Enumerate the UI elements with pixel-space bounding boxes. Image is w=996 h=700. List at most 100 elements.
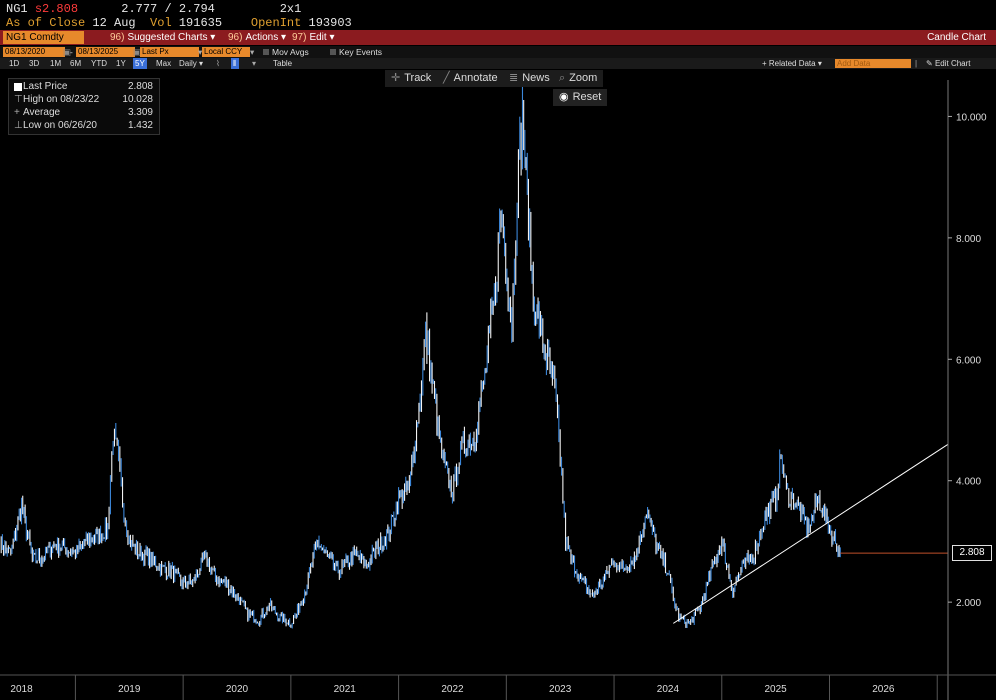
add-data-input[interactable]: Add Data [835,59,911,68]
period-1m[interactable]: 1M [50,59,62,68]
toolbar: NG1 Comdty 96) Suggested Charts ▾ 96) Acti… [0,30,996,45]
x-tick-label: 2024 [657,684,680,695]
reset-button[interactable]: ◉ Reset [553,89,608,106]
quote-line-1: NG1 s2.808 2.777 / 2.794 2x1 [6,2,301,16]
period-bar: 1D 3D 1M 6M YTD 1Y 5Y Max Daily ▾ ⌇ ⦀ ▾ … [0,58,996,69]
legend-average-label: Average [23,107,61,118]
reset-icon: ◉ [559,91,569,103]
caret-down-icon: ▾ [281,32,287,43]
period-6m[interactable]: 6M [70,59,82,68]
news-button[interactable]: ≣ News [503,70,556,87]
period-5y[interactable]: 5Y [133,58,147,69]
crosshair-icon: ✛ [391,72,401,84]
suggested-charts-label: Suggested Charts [127,32,208,43]
related-data-label: + Related Data [762,59,816,68]
caret-down-icon[interactable]: ▾ [198,47,203,57]
annotate-button[interactable]: ╱ Annotate [437,70,504,87]
actions-button[interactable]: 96) Actions ▾ [228,31,286,44]
frequency-label: Daily [179,59,197,68]
calendar-icon[interactable]: ▣ [63,47,72,57]
track-button[interactable]: ✛ Track [385,70,438,87]
x-tick-label: 2020 [226,684,249,695]
legend-high-value: 10.028 [122,94,153,105]
y-tick-label: 8.000 [956,234,981,245]
size: 2x1 [279,2,302,16]
period-1d[interactable]: 1D [9,59,20,68]
openint-label: OpenInt [250,16,302,30]
last-price: 2.808 [42,2,79,16]
actions-num: 96) [228,32,243,43]
caret-down-icon[interactable]: ▾ [250,47,255,57]
edit-button[interactable]: 97) Edit ▾ [292,31,335,44]
caret-down-icon[interactable]: ▾ [252,59,257,68]
x-tick-label: 2026 [872,684,895,695]
period-ytd[interactable]: YTD [91,59,107,68]
controls-bar: 08/13/2020 ▣ - 08/13/2025 ▣ Last Px ▾ Lo… [0,46,996,58]
frequency-select[interactable]: Daily ▾ [179,59,204,68]
divider: | [915,59,918,68]
mov-avgs-toggle[interactable]: Mov Avgs [263,46,309,58]
news-label: News [522,72,550,84]
legend-low-label: Low on 06/26/20 [23,120,97,131]
pencil-icon: ╱ [443,72,450,84]
legend-high: ⊤ High on 08/23/22 10.028 [14,94,157,106]
legend-last-price-value: 2.808 [127,81,153,92]
legend-last-price: Last Price 2.808 [14,81,157,93]
chart-area[interactable]: 2.000 4.000 6.000 8.000 10.000 2018 2019 2020 20… [0,70,996,700]
key-events-toggle[interactable]: Key Events [330,46,382,58]
magnifier-icon: ⌕ [559,72,566,84]
security-field[interactable]: NG1 Comdty [3,31,84,44]
zoom-button[interactable]: ⌕ Zoom [553,70,604,87]
caret-down-icon: ▾ [329,32,335,43]
key-events-label: Key Events [339,47,382,57]
suggested-charts-button[interactable]: 96) Suggested Charts ▾ [110,31,215,44]
average-marker-icon: + [14,107,20,118]
high-marker-icon: ⊤ [14,94,23,105]
as-of-label: As of Close [6,16,86,30]
edit-chart-label: Edit Chart [934,59,971,68]
legend-last-price-label: Last Price [23,81,68,92]
checkbox-icon [330,49,336,55]
legend-average: + Average 3.309 [14,107,157,119]
y-tick-label: 6.000 [956,355,981,366]
annotate-label: Annotate [453,72,498,84]
x-tick-label: 2022 [441,684,464,695]
reset-label: Reset [572,91,602,103]
trend-line [673,443,949,624]
table-button[interactable]: Table [273,59,293,68]
legend-high-label: High on 08/23/22 [23,94,100,105]
candle-chart-icon[interactable]: ⦀ [231,58,239,69]
currency-select[interactable]: Local CCY [202,47,250,57]
news-icon: ≣ [509,72,519,84]
mov-avgs-label: Mov Avgs [272,47,309,57]
ticker-code: NG1 [6,2,28,16]
legend-average-value: 3.309 [127,107,153,118]
legend-swatch-icon [14,83,22,91]
related-data-button[interactable]: + Related Data ▾ [762,59,822,68]
zoom-label: Zoom [569,72,598,84]
actions-label: Actions [245,32,279,43]
period-3d[interactable]: 3D [29,59,40,68]
line-chart-icon[interactable]: ⌇ [216,59,220,68]
y-tick-label: 2.000 [956,598,981,609]
period-max[interactable]: Max [156,59,172,68]
legend-low: ⊥ Low on 06/26/20 1.432 [14,120,157,132]
edit-label: Edit [309,32,327,43]
caret-down-icon: ▾ [210,32,216,43]
suggested-charts-num: 96) [110,32,125,43]
field-select[interactable]: Last Px [140,47,199,57]
x-tick-label: 2021 [334,684,357,695]
edit-chart-button[interactable]: ✎ Edit Chart [926,59,971,68]
low-marker-icon: ⊥ [14,120,23,131]
price-series [0,86,949,629]
end-date-field[interactable]: 08/13/2025 [76,47,135,57]
legend-box: Last Price 2.808 ⊤ High on 08/23/22 10.0… [8,78,160,135]
axes: 2.000 4.000 6.000 8.000 10.000 2018 2019 2020 20… [0,80,996,700]
period-1y[interactable]: 1Y [116,59,126,68]
openint-value: 193903 [308,16,352,30]
view-name: Candle Chart [927,32,986,43]
start-date-field[interactable]: 08/13/2020 [3,47,65,57]
as-of-date: 12 Aug [92,16,136,30]
last-price-tag: 2.808 [952,545,992,562]
calendar-icon[interactable]: ▣ [133,47,142,57]
